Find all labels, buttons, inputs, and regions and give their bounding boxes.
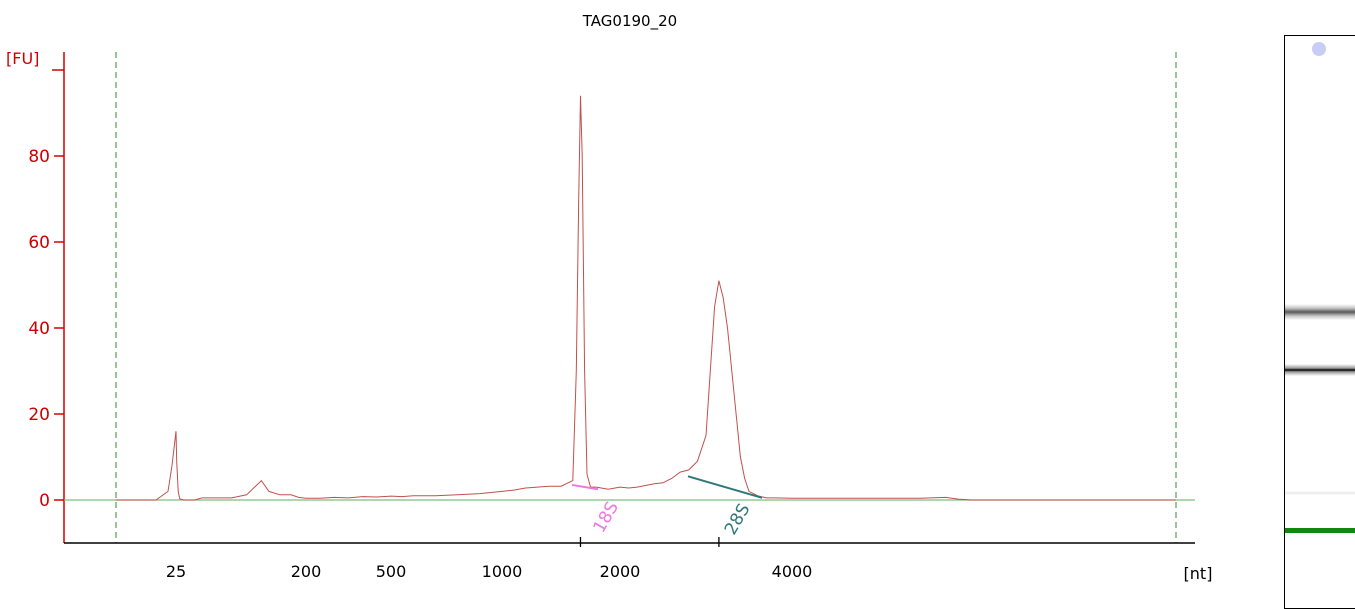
peak-28s-label: 28S <box>721 500 755 538</box>
y-tick-label: 0 <box>39 491 50 511</box>
chart-plot-area <box>64 95 1195 501</box>
x-tick-label: 500 <box>376 562 407 581</box>
gel-marker-band <box>1285 528 1355 533</box>
y-axis-label: [FU] <box>6 49 39 68</box>
peak-28s-baseline <box>687 475 763 499</box>
x-axis-unit-label: [nt] <box>1184 564 1213 583</box>
x-tick-label: 2000 <box>600 562 641 581</box>
gel-well-dot <box>1312 42 1326 56</box>
gel-band-lower <box>1285 364 1355 376</box>
gel-band-upper <box>1285 304 1355 320</box>
peak-18s-label: 18S <box>589 498 623 536</box>
chart-axes: [FU] 0 20 40 60 80 25 200 500 1000 2000 4000 [nt] <box>6 49 1212 583</box>
y-tick-label: 80 <box>28 147 50 167</box>
gel-lane <box>1284 35 1355 609</box>
y-tick-label: 20 <box>28 405 50 425</box>
x-tick-label: 4000 <box>772 562 813 581</box>
y-tick-label: 60 <box>28 233 50 253</box>
peak-18s-baseline <box>571 483 599 491</box>
x-tick-label: 200 <box>291 562 322 581</box>
electropherogram-chart: TAG0190_20 [FU] 0 20 40 60 80 25 200 500 1000 2000… <box>6 12 1212 583</box>
chart-title: TAG0190_20 <box>582 12 677 31</box>
gel-band-faint <box>1285 491 1355 495</box>
chart-annotations: 18S 28S <box>571 475 763 547</box>
x-tick-label: 1000 <box>482 562 523 581</box>
y-tick-label: 40 <box>28 319 50 339</box>
x-tick-label: 25 <box>166 562 186 581</box>
fluorescence-trace <box>116 95 1176 501</box>
